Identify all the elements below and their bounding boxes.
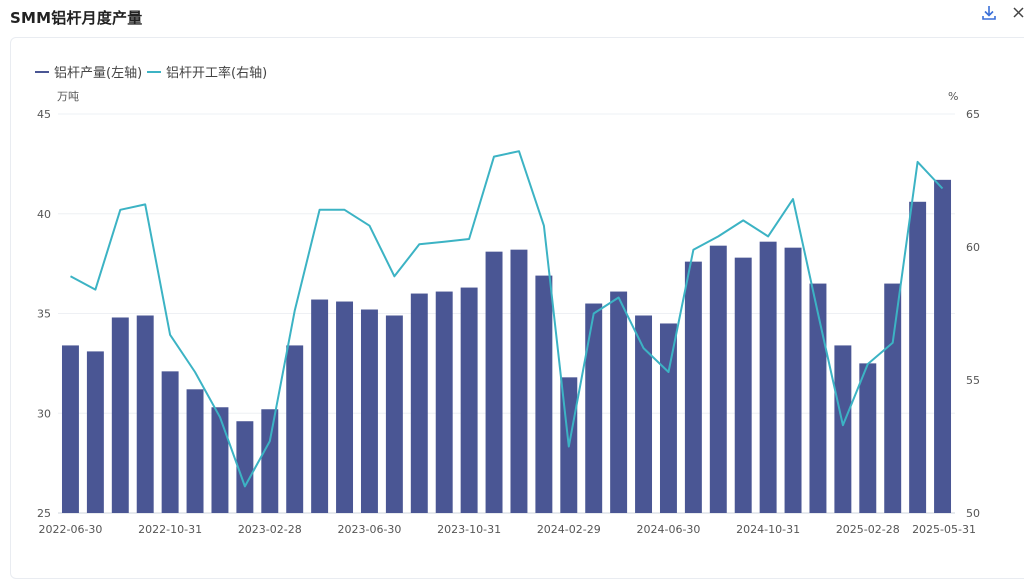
legend-label-production: 铝杆产量(左轴)	[54, 66, 142, 81]
right-axis-unit: %	[948, 90, 958, 103]
bar	[734, 257, 752, 513]
bar	[809, 283, 827, 513]
bar	[859, 363, 877, 513]
bar	[659, 323, 677, 513]
bar	[136, 315, 154, 513]
x-tick-label: 2024-02-29	[537, 523, 601, 536]
x-tick-label: 2023-02-28	[238, 523, 302, 536]
bar	[435, 291, 453, 513]
right-tick-label: 50	[966, 507, 980, 520]
bar	[884, 283, 902, 513]
bar	[360, 309, 378, 513]
left-axis-unit: 万吨	[57, 90, 79, 103]
x-tick-label: 2025-05-31	[912, 523, 976, 536]
bar	[385, 315, 403, 513]
legend: 铝杆产量(左轴) 铝杆开工率(右轴)	[35, 65, 267, 81]
chart-title: SMM铝杆月度产量	[10, 9, 143, 27]
bar	[759, 241, 777, 513]
bar	[460, 287, 478, 513]
close-icon[interactable]	[1010, 4, 1024, 22]
bar	[311, 299, 329, 513]
x-tick-label: 2022-10-31	[138, 523, 202, 536]
bar	[186, 389, 204, 513]
x-tick-label: 2023-06-30	[337, 523, 401, 536]
left-tick-label: 40	[37, 208, 51, 221]
left-tick-label: 25	[37, 507, 51, 520]
grid-lines	[58, 113, 955, 514]
right-tick-label: 55	[966, 374, 980, 387]
chart-canvas: 45 40 35 30 25 65 60 55 50 2022-06-30 2022-10-31 20…	[35, 65, 980, 536]
right-tick-label: 65	[966, 108, 980, 121]
x-tick-label: 2024-10-31	[736, 523, 800, 536]
bar	[336, 301, 354, 513]
bar	[909, 201, 927, 513]
bar	[86, 351, 104, 513]
line-series	[70, 150, 944, 488]
bar	[61, 345, 79, 513]
x-tick-label: 2025-02-28	[836, 523, 900, 536]
bar	[784, 247, 802, 514]
legend-item-utilization[interactable]: 铝杆开工率(右轴)	[147, 65, 267, 81]
bar-series	[61, 179, 952, 514]
x-tick-label: 2024-06-30	[636, 523, 700, 536]
bar	[261, 409, 279, 513]
bar	[635, 315, 653, 513]
bar	[111, 317, 129, 513]
bar	[236, 421, 254, 513]
x-tick-label: 2022-06-30	[38, 523, 102, 536]
utilization-line	[70, 150, 944, 488]
bar	[684, 261, 702, 513]
bar	[834, 345, 852, 513]
left-tick-label: 30	[37, 407, 51, 420]
bar	[535, 275, 553, 513]
bar	[161, 371, 179, 513]
bar	[709, 245, 727, 514]
bar	[934, 179, 952, 513]
legend-item-production[interactable]: 铝杆产量(左轴)	[35, 66, 142, 81]
bar	[610, 291, 628, 513]
axes: 45 40 35 30 25 65 60 55 50 2022-06-30 2022-10-31 20…	[37, 108, 980, 536]
bar	[211, 407, 229, 513]
bar	[485, 251, 503, 513]
bar	[410, 293, 428, 513]
download-icon[interactable]	[980, 4, 998, 22]
bar	[510, 249, 528, 513]
x-tick-label: 2023-10-31	[437, 523, 501, 536]
left-tick-label: 45	[37, 108, 51, 121]
right-tick-label: 60	[966, 241, 980, 254]
legend-label-utilization: 铝杆开工率(右轴)	[166, 65, 267, 81]
bar	[286, 345, 304, 513]
bar	[585, 303, 603, 513]
left-tick-label: 35	[37, 308, 51, 321]
